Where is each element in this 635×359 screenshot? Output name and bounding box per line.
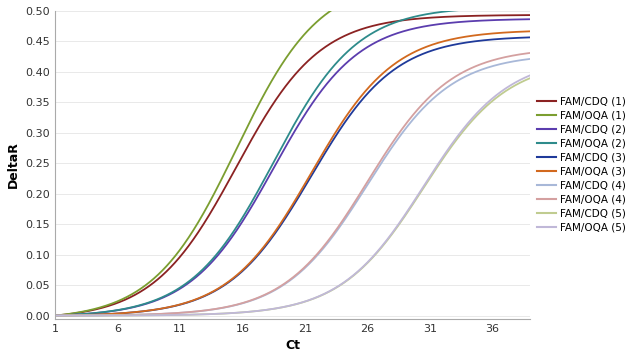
FAM/OQA (3) bbox=[260, 244, 268, 248]
FAM/CDQ (2) bbox=[243, 212, 251, 216]
FAM/CDQ (3) bbox=[243, 265, 251, 269]
FAM/CDQ (4) bbox=[526, 57, 533, 61]
FAM/OQA (3) bbox=[243, 264, 251, 268]
FAM/CDQ (1) bbox=[377, 22, 385, 26]
FAM/OQA (1) bbox=[100, 304, 107, 308]
Line: FAM/OQA (5): FAM/OQA (5) bbox=[55, 75, 530, 316]
FAM/OQA (2) bbox=[51, 313, 59, 318]
FAM/CDQ (5) bbox=[243, 310, 251, 314]
Line: FAM/CDQ (3): FAM/CDQ (3) bbox=[55, 37, 530, 316]
FAM/CDQ (1) bbox=[243, 145, 251, 150]
FAM/CDQ (3) bbox=[526, 35, 533, 39]
FAM/CDQ (5) bbox=[260, 308, 268, 312]
FAM/OQA (4) bbox=[526, 51, 533, 55]
FAM/CDQ (2) bbox=[260, 183, 268, 187]
FAM/CDQ (2) bbox=[51, 313, 59, 318]
FAM/CDQ (2) bbox=[526, 17, 533, 22]
FAM/OQA (4) bbox=[100, 313, 107, 317]
FAM/OQA (1) bbox=[51, 313, 59, 318]
FAM/OQA (2) bbox=[260, 177, 268, 182]
FAM/OQA (4) bbox=[243, 299, 251, 304]
Line: FAM/OQA (1): FAM/OQA (1) bbox=[55, 0, 530, 316]
FAM/OQA (3) bbox=[430, 42, 438, 46]
Line: FAM/CDQ (2): FAM/CDQ (2) bbox=[55, 19, 530, 316]
FAM/CDQ (4) bbox=[51, 313, 59, 318]
FAM/OQA (5) bbox=[243, 310, 251, 314]
FAM/OQA (4) bbox=[422, 99, 429, 103]
FAM/CDQ (1) bbox=[430, 15, 438, 20]
FAM/CDQ (3) bbox=[260, 246, 268, 250]
FAM/OQA (2) bbox=[422, 12, 429, 17]
FAM/CDQ (3) bbox=[422, 51, 429, 55]
FAM/OQA (2) bbox=[430, 11, 438, 15]
FAM/CDQ (5) bbox=[430, 170, 438, 174]
Line: FAM/CDQ (1): FAM/CDQ (1) bbox=[55, 15, 530, 316]
Line: FAM/OQA (4): FAM/OQA (4) bbox=[55, 53, 530, 316]
Line: FAM/OQA (2): FAM/OQA (2) bbox=[55, 7, 530, 316]
FAM/OQA (3) bbox=[377, 73, 385, 77]
FAM/CDQ (3) bbox=[377, 78, 385, 82]
FAM/CDQ (3) bbox=[51, 313, 59, 318]
FAM/CDQ (4) bbox=[377, 161, 385, 165]
FAM/CDQ (4) bbox=[243, 300, 251, 304]
FAM/OQA (4) bbox=[430, 91, 438, 95]
X-axis label: Ct: Ct bbox=[285, 339, 300, 352]
FAM/CDQ (2) bbox=[377, 37, 385, 42]
FAM/OQA (4) bbox=[377, 158, 385, 162]
FAM/OQA (5) bbox=[51, 313, 59, 318]
FAM/OQA (2) bbox=[243, 208, 251, 212]
FAM/OQA (5) bbox=[526, 73, 533, 78]
FAM/CDQ (2) bbox=[430, 23, 438, 27]
Line: FAM/CDQ (4): FAM/CDQ (4) bbox=[55, 59, 530, 316]
FAM/CDQ (3) bbox=[100, 312, 107, 316]
FAM/OQA (5) bbox=[100, 313, 107, 318]
FAM/OQA (5) bbox=[422, 181, 429, 186]
FAM/CDQ (1) bbox=[260, 116, 268, 120]
FAM/CDQ (4) bbox=[100, 313, 107, 317]
Line: FAM/OQA (3): FAM/OQA (3) bbox=[55, 31, 530, 316]
FAM/OQA (2) bbox=[526, 5, 533, 9]
FAM/CDQ (5) bbox=[377, 246, 385, 250]
FAM/OQA (5) bbox=[430, 168, 438, 173]
FAM/CDQ (5) bbox=[51, 313, 59, 318]
FAM/OQA (4) bbox=[260, 293, 268, 297]
FAM/CDQ (2) bbox=[422, 24, 429, 28]
FAM/CDQ (4) bbox=[260, 293, 268, 298]
FAM/OQA (3) bbox=[422, 45, 429, 50]
Y-axis label: DeltaR: DeltaR bbox=[7, 141, 20, 188]
FAM/OQA (3) bbox=[51, 313, 59, 318]
FAM/CDQ (5) bbox=[422, 183, 429, 187]
FAM/CDQ (1) bbox=[422, 16, 429, 20]
FAM/OQA (2) bbox=[100, 310, 107, 314]
FAM/OQA (3) bbox=[100, 312, 107, 316]
FAM/OQA (3) bbox=[526, 29, 533, 33]
FAM/CDQ (1) bbox=[100, 305, 107, 309]
FAM/OQA (5) bbox=[260, 308, 268, 312]
Legend: FAM/CDQ (1), FAM/OQA (1), FAM/CDQ (2), FAM/OQA (2), FAM/CDQ (3), FAM/OQA (3), FA: FAM/CDQ (1), FAM/OQA (1), FAM/CDQ (2), F… bbox=[535, 95, 628, 235]
FAM/CDQ (4) bbox=[430, 96, 438, 100]
Line: FAM/CDQ (5): FAM/CDQ (5) bbox=[55, 78, 530, 316]
FAM/CDQ (5) bbox=[526, 76, 533, 80]
FAM/CDQ (1) bbox=[51, 313, 59, 318]
FAM/CDQ (3) bbox=[430, 48, 438, 52]
FAM/CDQ (1) bbox=[526, 13, 533, 17]
FAM/CDQ (4) bbox=[422, 104, 429, 108]
FAM/OQA (2) bbox=[377, 26, 385, 31]
FAM/CDQ (2) bbox=[100, 310, 107, 314]
FAM/CDQ (5) bbox=[100, 313, 107, 318]
FAM/OQA (1) bbox=[243, 125, 251, 129]
FAM/OQA (4) bbox=[51, 313, 59, 318]
FAM/OQA (1) bbox=[260, 92, 268, 96]
FAM/OQA (5) bbox=[377, 245, 385, 249]
